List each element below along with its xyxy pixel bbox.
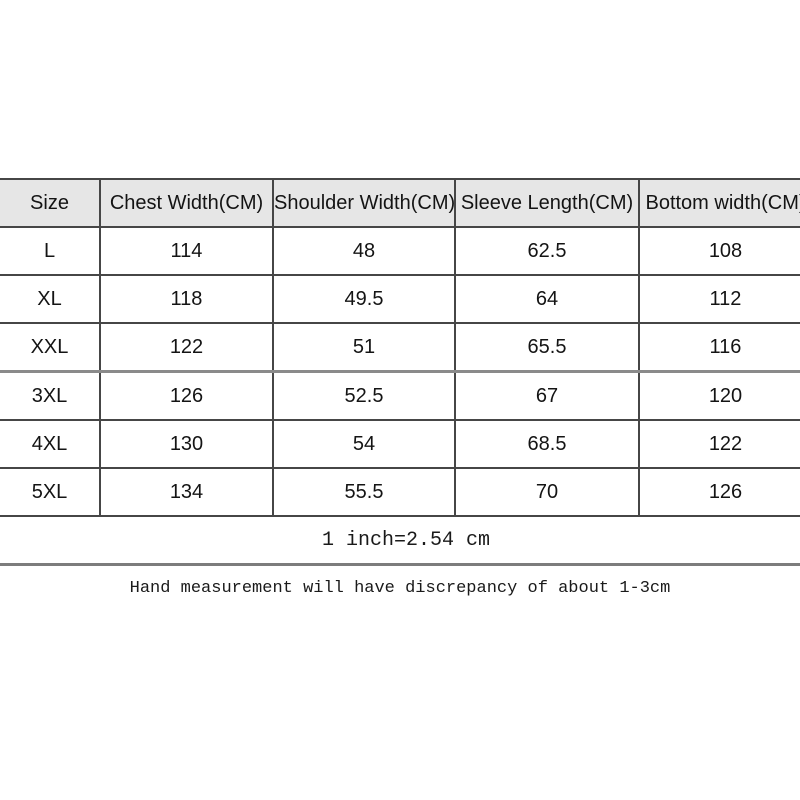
- table-row-4xl: 4XL 130 54 68.5 122: [0, 419, 800, 469]
- chest-cell: 130: [99, 419, 274, 469]
- column-header-shoulder-width: Shoulder Width(CM): [272, 178, 456, 228]
- chest-cell: 118: [99, 274, 274, 324]
- sleeve-cell: 70: [454, 467, 640, 517]
- size-chart-table: Size Chest Width(CM) Shoulder Width(CM) …: [0, 178, 800, 566]
- conversion-note-row: 1 inch=2.54 cm: [0, 515, 800, 566]
- bottom-cell: 112: [638, 274, 800, 324]
- chest-cell: 122: [99, 322, 274, 373]
- size-cell: XL: [0, 274, 101, 324]
- column-header-size: Size: [0, 178, 101, 228]
- size-cell: 4XL: [0, 419, 101, 469]
- bottom-cell: 120: [638, 370, 800, 421]
- header-row: Size Chest Width(CM) Shoulder Width(CM) …: [0, 178, 800, 228]
- measurement-discrepancy-note: Hand measurement will have discrepancy o…: [129, 579, 671, 598]
- chest-cell: 114: [99, 226, 274, 276]
- table-row-l: L 114 48 62.5 108: [0, 226, 800, 276]
- inch-conversion-note: 1 inch=2.54 cm: [0, 515, 800, 566]
- column-header-chest-width: Chest Width(CM): [99, 178, 274, 228]
- table-row-5xl: 5XL 134 55.5 70 126: [0, 467, 800, 517]
- sleeve-cell: 62.5: [454, 226, 640, 276]
- sleeve-cell: 68.5: [454, 419, 640, 469]
- sleeve-cell: 65.5: [454, 322, 640, 373]
- column-header-sleeve-length: Sleeve Length(CM): [454, 178, 640, 228]
- shoulder-cell: 52.5: [272, 370, 456, 421]
- table-row-xl: XL 118 49.5 64 112: [0, 274, 800, 324]
- shoulder-cell: 54: [272, 419, 456, 469]
- table-row-3xl: 3XL 126 52.5 67 120: [0, 370, 800, 421]
- sleeve-cell: 67: [454, 370, 640, 421]
- size-cell: L: [0, 226, 101, 276]
- size-cell: 3XL: [0, 370, 101, 421]
- chest-cell: 134: [99, 467, 274, 517]
- size-cell: 5XL: [0, 467, 101, 517]
- shoulder-cell: 55.5: [272, 467, 456, 517]
- shoulder-cell: 48: [272, 226, 456, 276]
- column-header-bottom-width: Bottom width(CM): [638, 178, 800, 228]
- chest-cell: 126: [99, 370, 274, 421]
- shoulder-cell: 49.5: [272, 274, 456, 324]
- bottom-cell: 108: [638, 226, 800, 276]
- sleeve-cell: 64: [454, 274, 640, 324]
- size-cell: XXL: [0, 322, 101, 373]
- bottom-cell: 122: [638, 419, 800, 469]
- table-row-xxl: XXL 122 51 65.5 116: [0, 322, 800, 373]
- bottom-cell: 116: [638, 322, 800, 373]
- shoulder-cell: 51: [272, 322, 456, 373]
- bottom-cell: 126: [638, 467, 800, 517]
